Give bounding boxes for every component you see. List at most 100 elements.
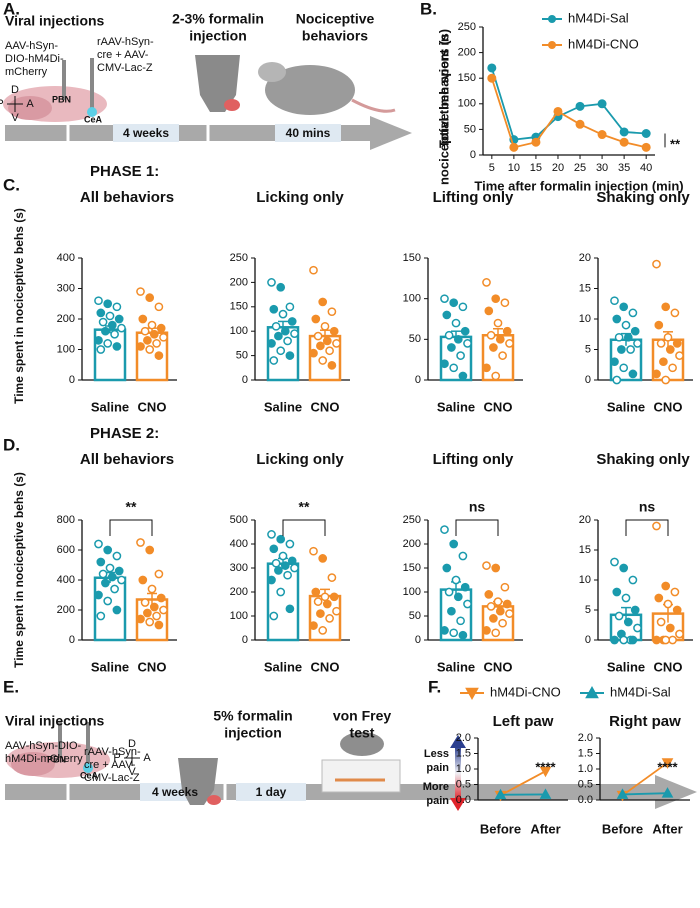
pain-label: Less — [424, 748, 449, 760]
x-tick-label: CNO — [138, 399, 167, 414]
pain-label: More — [423, 781, 449, 793]
data-point — [440, 525, 449, 534]
y-tick-label: 0 — [242, 374, 248, 386]
virus-label: CMV-Lac-Z — [97, 62, 153, 74]
y-tick-label: 0.0 — [456, 794, 471, 806]
virus-label: hM4Di-mCherry — [5, 753, 83, 765]
data-point — [656, 339, 666, 348]
x-tick-label: 20 — [552, 162, 564, 174]
x-tick-label: After — [652, 821, 682, 836]
x-tick-label: Saline — [437, 659, 475, 674]
hind-paw — [195, 55, 240, 112]
bracket — [109, 519, 153, 536]
step-label: von Frey — [333, 708, 392, 724]
data-point — [619, 635, 629, 645]
data-point — [110, 329, 119, 339]
point — [597, 130, 607, 140]
chart-title: All behaviors — [80, 189, 174, 206]
data-point — [105, 311, 115, 321]
data-point — [332, 606, 341, 616]
region-label: PBN — [52, 94, 71, 104]
data-point — [654, 593, 664, 603]
step-label: injection — [189, 28, 247, 44]
data-point — [482, 561, 491, 570]
panel-label: B. — [420, 0, 437, 18]
region-label: PBN — [47, 754, 66, 764]
data-point — [96, 611, 106, 621]
data-point — [654, 320, 664, 330]
data-point — [309, 265, 318, 275]
y-tick-label: 200 — [230, 276, 248, 288]
y-tick-label: 10 — [579, 313, 591, 325]
y-tick-label: 150 — [403, 562, 421, 574]
data-point — [458, 551, 468, 561]
chart-title: Lifting only — [433, 451, 514, 468]
data-point — [103, 596, 113, 606]
injection-site — [87, 107, 97, 117]
x-tick-label: Saline — [607, 659, 645, 674]
x-tick-label: Saline — [437, 399, 475, 414]
data-point — [107, 320, 117, 330]
data-point — [313, 597, 323, 606]
data-point — [327, 307, 337, 317]
data-point — [136, 538, 145, 547]
data-point — [670, 587, 680, 597]
chart-title: All behaviors — [80, 451, 174, 468]
data-point — [670, 308, 680, 318]
y-tick-label: 0 — [585, 374, 591, 386]
data-point — [628, 369, 638, 379]
y-tick-label: 1.0 — [578, 763, 593, 775]
y-tick-label: 250 — [458, 21, 476, 33]
data-point — [453, 592, 463, 602]
data-point — [329, 592, 339, 602]
data-point — [156, 593, 166, 603]
compass-label: P — [113, 752, 120, 764]
data-point — [94, 296, 103, 306]
y-tick-label: 150 — [403, 252, 421, 264]
bar — [439, 335, 473, 382]
pain-arrow-head — [450, 798, 466, 811]
data-point — [290, 563, 299, 573]
data-point — [665, 345, 675, 354]
data-point — [159, 332, 168, 342]
mouse-body — [265, 65, 355, 115]
data-point — [612, 314, 622, 324]
significance: ** — [299, 499, 310, 515]
virus-label: DIO-hM4Di- — [5, 53, 64, 65]
data-point — [154, 569, 164, 579]
panel-label: E. — [3, 677, 19, 696]
y-tick-label: 5 — [585, 343, 591, 355]
compass-label: A — [143, 752, 151, 764]
data-point — [619, 363, 629, 373]
data-point — [332, 339, 341, 348]
cerebellum — [11, 752, 55, 776]
y-tick-label: 100 — [230, 610, 248, 622]
data-point — [280, 326, 290, 336]
x-tick-label: 40 — [640, 162, 652, 174]
data-point — [278, 309, 288, 319]
data-point — [152, 611, 161, 621]
y-tick-label: 800 — [57, 514, 75, 526]
data-point — [114, 566, 124, 576]
data-point — [98, 569, 108, 579]
series-line — [500, 770, 546, 797]
x-axis-title: Time after formalin injection (min) — [474, 178, 683, 193]
data-point — [498, 618, 507, 628]
step-label: test — [350, 725, 375, 741]
data-point — [451, 575, 461, 585]
series-line — [621, 762, 669, 797]
data-point — [630, 326, 640, 336]
point — [539, 788, 552, 799]
x-tick-label: Saline — [91, 399, 129, 414]
data-point — [322, 336, 332, 346]
data-point — [154, 620, 164, 630]
data-point — [101, 326, 110, 336]
data-point — [458, 630, 468, 640]
data-point — [117, 575, 126, 585]
legend-marker — [548, 41, 556, 49]
data-point — [665, 623, 675, 633]
data-point — [460, 582, 470, 592]
data-point — [285, 351, 295, 360]
point — [641, 142, 651, 152]
data-point — [105, 563, 115, 573]
